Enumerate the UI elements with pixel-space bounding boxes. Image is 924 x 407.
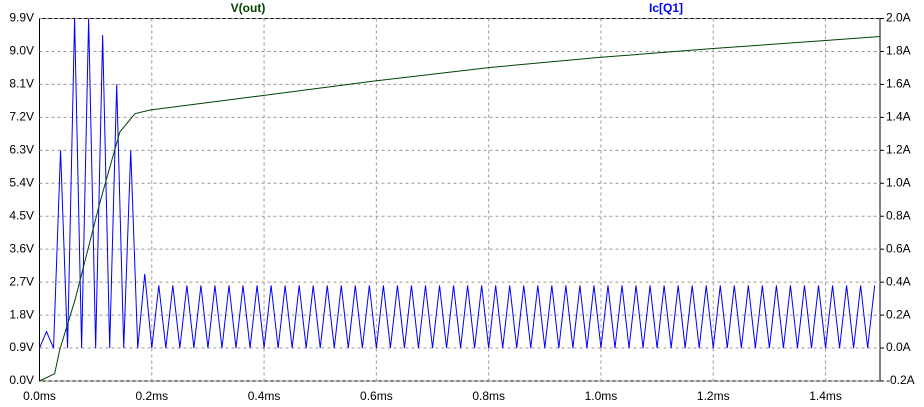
y-tick-label: 6.3V <box>9 142 34 156</box>
y2-tick-label: 0.2A <box>886 307 911 321</box>
y-tick-label: 2.7V <box>9 274 34 288</box>
y2-tick-label: 1.0A <box>886 175 911 189</box>
y-tick-label: 7.2V <box>9 110 34 124</box>
y2-tick-label: 1.4A <box>886 110 911 124</box>
legend-label: Ic[Q1] <box>649 1 683 15</box>
y2-tick-label: 2.0A <box>886 11 911 25</box>
series-line <box>39 35 881 382</box>
y-tick-label: 4.5V <box>9 208 34 222</box>
x-tick-label: 1.2ms <box>697 389 730 403</box>
y2-tick-label: 1.2A <box>886 142 911 156</box>
x-tick-label: 0.4ms <box>248 389 281 403</box>
y2-tick-label: 1.8A <box>886 44 911 58</box>
x-tick-label: 0.2ms <box>135 389 168 403</box>
x-tick-label: 1.0ms <box>585 389 618 403</box>
y2-tick-label: 0.4A <box>886 274 911 288</box>
x-tick-label: 0.8ms <box>472 389 505 403</box>
y-tick-label: 3.6V <box>9 241 34 255</box>
y-tick-label: 0.9V <box>9 340 34 354</box>
y2-tick-label: 0.0A <box>886 340 911 354</box>
y2-tick-label: 0.6A <box>886 241 911 255</box>
series-line <box>39 18 876 349</box>
legend-label: V(out) <box>231 1 266 15</box>
y-tick-label: 9.0V <box>9 44 34 58</box>
x-tick-label: 0.0ms <box>23 389 56 403</box>
y2-tick-label: 1.6A <box>886 77 911 91</box>
y2-tick-label: -0.2A <box>886 373 915 387</box>
y-tick-label: 9.9V <box>9 11 34 25</box>
y-tick-label: 5.4V <box>9 175 34 189</box>
x-tick-label: 0.6ms <box>360 389 393 403</box>
x-tick-label: 1.4ms <box>809 389 842 403</box>
y-tick-label: 1.8V <box>9 307 34 321</box>
y-tick-label: 0.0V <box>9 373 34 387</box>
y2-tick-label: 0.8A <box>886 208 911 222</box>
y-tick-label: 8.1V <box>9 77 34 91</box>
